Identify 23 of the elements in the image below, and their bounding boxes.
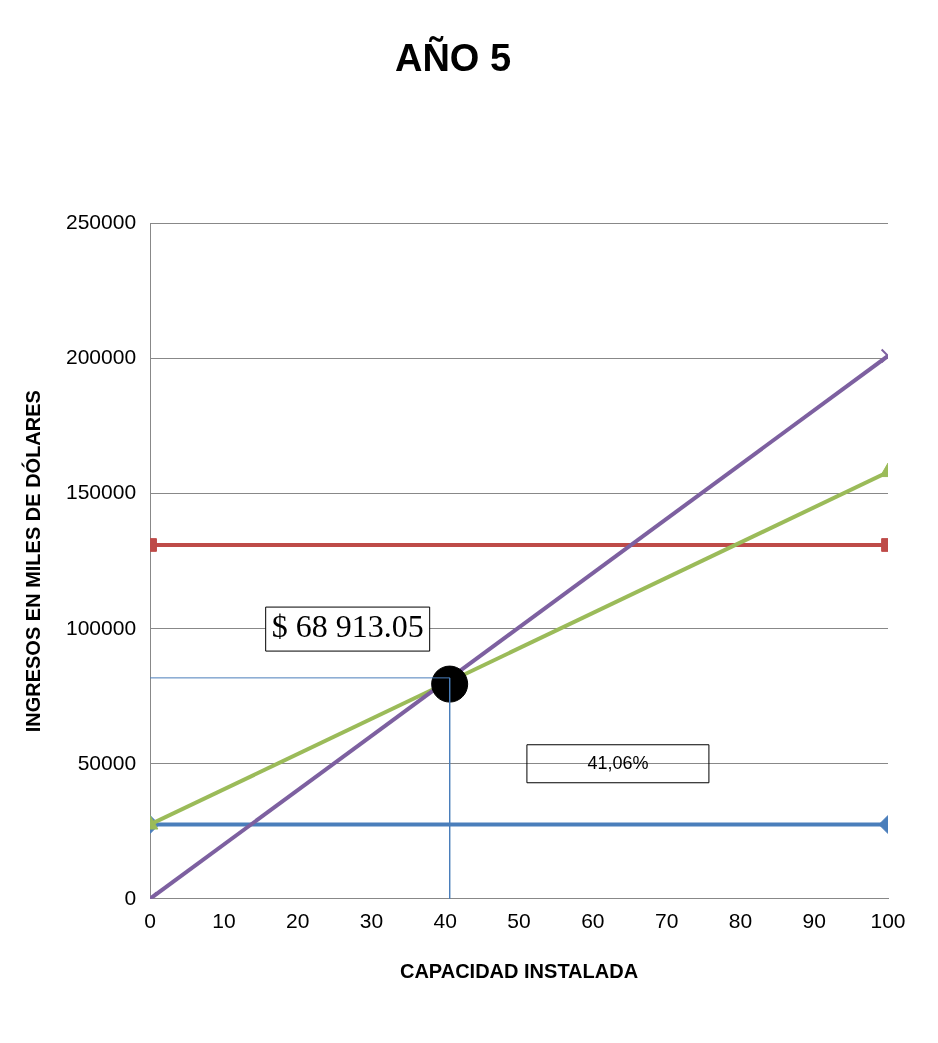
y-tick-label: 150000: [66, 480, 137, 504]
x-tick-label: 50: [507, 909, 531, 933]
x-tick-label: 100: [870, 909, 906, 933]
x-tick-label: 40: [433, 909, 457, 933]
y-tick-label: 250000: [66, 210, 137, 234]
x-tick-label: 10: [212, 909, 236, 933]
x-tick-label: 80: [728, 909, 753, 933]
x-tick-label: 20: [285, 909, 310, 933]
y-tick-label: 0: [124, 885, 137, 909]
y-tick-label: 100000: [66, 615, 137, 639]
x-tick-label: 70: [654, 909, 679, 933]
y-tick-label: 200000: [66, 345, 137, 369]
x-tick-label: 90: [802, 909, 826, 933]
annotation: $ 68 913.05: [271, 608, 424, 645]
y-axis-title: INGRESOS EN MILES DE DÓLARES: [20, 390, 44, 733]
point: [431, 665, 469, 703]
x-tick-label: 0: [144, 909, 156, 933]
annotation: 41,06%: [587, 752, 649, 773]
chart-title: AÑO 5: [394, 36, 512, 80]
x-tick-label: 60: [581, 909, 605, 933]
x-tick-label: 30: [359, 909, 384, 933]
x-axis-title: CAPACIDAD INSTALADA: [399, 959, 639, 982]
y-tick-label: 50000: [77, 750, 137, 774]
